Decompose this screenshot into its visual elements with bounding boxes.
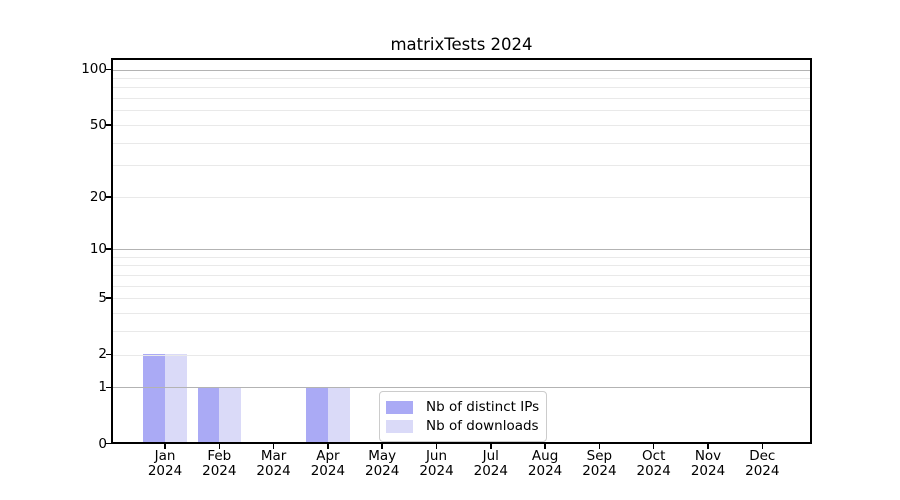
x-tick-label: Jan 2024 <box>134 449 196 479</box>
y-tick-label: 0 <box>98 435 107 452</box>
x-tick-label: Sep 2024 <box>568 449 630 479</box>
x-tick-year: 2024 <box>202 463 237 479</box>
y-tick-label: 50 <box>89 116 107 133</box>
bar-distinct-ips <box>143 354 165 442</box>
x-tick-mark <box>707 444 709 449</box>
x-tick-mark <box>164 444 166 449</box>
major-gridline <box>113 69 810 71</box>
y-tick-label: 2 <box>98 346 107 363</box>
y-tick-label: 5 <box>98 290 107 307</box>
x-tick-mark <box>272 444 275 449</box>
bar-distinct-ips <box>197 387 220 442</box>
plot-area <box>111 58 812 444</box>
minor-gridline <box>113 275 810 276</box>
minor-gridline <box>113 285 810 287</box>
minor-gridline <box>113 196 810 198</box>
y-tick-mark <box>106 248 111 250</box>
minor-gridline <box>113 87 810 89</box>
y-tick-mark <box>106 297 111 300</box>
legend-label-distinct-ips: Nb of distinct IPs <box>426 399 540 415</box>
major-gridline <box>113 249 810 251</box>
minor-gridline <box>113 77 810 79</box>
x-tick-label: Apr 2024 <box>297 449 359 479</box>
x-tick-year: 2024 <box>365 463 400 479</box>
x-tick-mark <box>490 444 492 449</box>
bar-downloads <box>165 354 187 442</box>
x-tick-year: 2024 <box>310 463 346 479</box>
chart-title: matrixTests 2024 <box>390 35 533 54</box>
x-tick-mark <box>598 444 601 449</box>
x-tick-year: 2024 <box>473 463 508 479</box>
x-tick-mark <box>218 444 221 449</box>
x-tick-year: 2024 <box>527 463 563 479</box>
legend-swatch-downloads-icon <box>386 419 413 433</box>
x-tick-label: Oct 2024 <box>623 449 685 479</box>
minor-gridline <box>113 98 810 100</box>
x-tick-label: Aug 2024 <box>514 449 576 479</box>
x-tick-mark <box>327 444 329 449</box>
y-tick-mark <box>106 68 111 71</box>
x-tick-year: 2024 <box>582 463 617 479</box>
legend-item-distinct-ips: Nb of distinct IPs <box>386 398 540 416</box>
x-tick-mark <box>435 444 438 449</box>
x-tick-year: 2024 <box>745 463 780 479</box>
y-tick-mark <box>106 442 111 445</box>
x-tick-label: May 2024 <box>351 449 413 479</box>
minor-gridline <box>113 298 810 300</box>
x-tick-label: Nov 2024 <box>677 449 739 479</box>
x-tick-year: 2024 <box>147 463 183 479</box>
x-tick-label: Jul 2024 <box>460 449 522 479</box>
minor-gridline <box>113 313 810 315</box>
y-tick-label: 100 <box>81 61 107 78</box>
bar-downloads <box>219 387 242 442</box>
x-tick-year: 2024 <box>636 463 671 479</box>
legend-swatch-distinct-ips-icon <box>386 400 413 414</box>
x-tick-mark <box>652 444 655 449</box>
y-tick-mark <box>106 195 111 198</box>
minor-gridline <box>113 165 810 167</box>
y-tick-label: 10 <box>89 241 107 258</box>
minor-gridline <box>113 256 810 258</box>
legend-item-downloads: Nb of downloads <box>386 417 539 435</box>
x-tick-year: 2024 <box>256 463 291 479</box>
minor-gridline <box>113 142 810 144</box>
y-tick-label: 1 <box>98 379 107 396</box>
x-tick-year: 2024 <box>419 463 454 479</box>
legend: Nb of distinct IPs Nb of downloads <box>379 391 547 442</box>
legend-label-downloads: Nb of downloads <box>426 418 539 434</box>
minor-gridline <box>113 110 810 112</box>
x-tick-label: Mar 2024 <box>243 449 305 479</box>
minor-gridline <box>113 331 810 333</box>
x-tick-year: 2024 <box>690 463 726 479</box>
y-tick-mark <box>106 353 111 356</box>
bar-distinct-ips <box>306 387 328 442</box>
x-tick-label: Feb 2024 <box>188 449 250 479</box>
minor-gridline <box>113 265 810 267</box>
major-gridline <box>113 387 810 389</box>
minor-gridline <box>113 354 810 356</box>
y-tick-mark <box>106 386 111 389</box>
y-tick-mark <box>106 124 111 126</box>
x-tick-label: Dec 2024 <box>731 449 793 479</box>
minor-gridline <box>113 124 810 126</box>
bar-downloads <box>327 387 350 442</box>
x-tick-label: Jun 2024 <box>406 449 468 479</box>
y-tick-label: 20 <box>89 188 107 205</box>
x-tick-mark <box>761 444 764 449</box>
x-tick-mark <box>544 444 546 449</box>
x-tick-mark <box>381 444 383 449</box>
